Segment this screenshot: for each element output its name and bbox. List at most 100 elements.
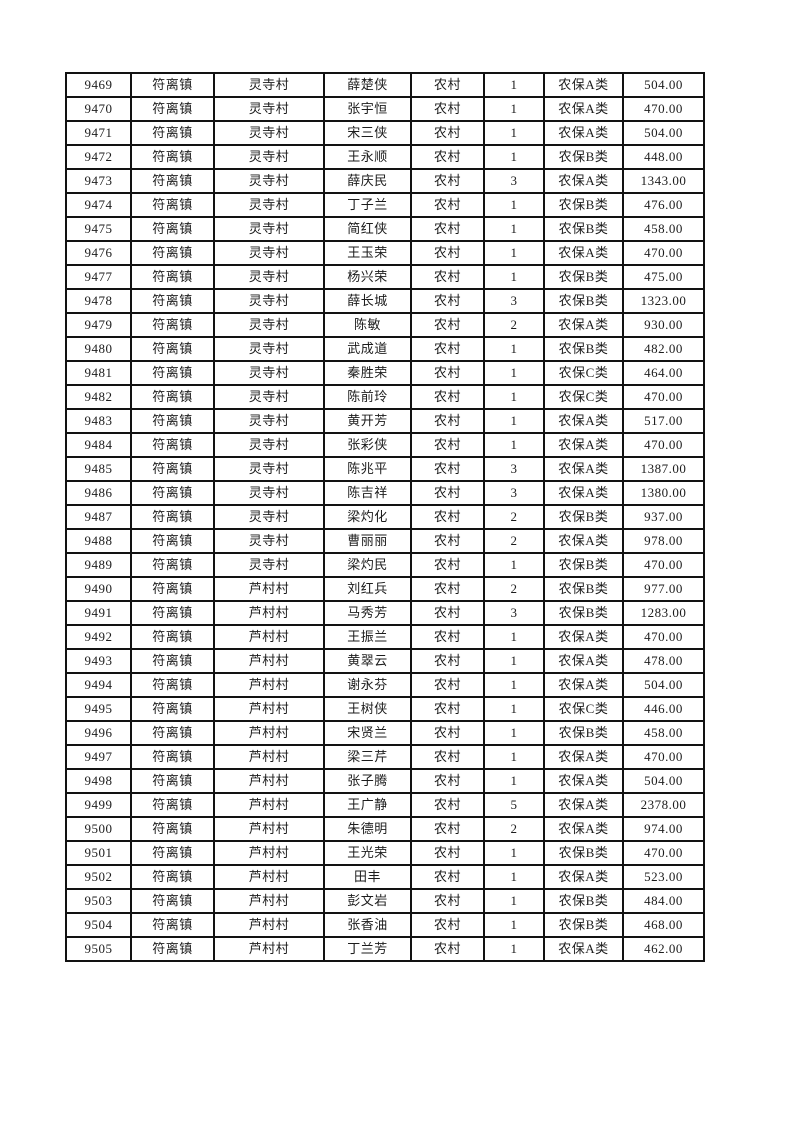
cell-id: 9477 — [65, 264, 132, 290]
table-row: 9490 符离镇 芦村村 刘红兵 农村 2 农保B类 977.00 — [65, 576, 705, 602]
cell-name: 梁灼化 — [323, 504, 412, 530]
cell-category: 农村 — [410, 528, 485, 554]
cell-village: 灵寺村 — [213, 360, 325, 386]
cell-insurance-type: 农保A类 — [543, 480, 624, 506]
table-row: 9486 符离镇 灵寺村 陈吉祥 农村 3 农保A类 1380.00 — [65, 480, 705, 506]
table-row: 9469 符离镇 灵寺村 薛楚侠 农村 1 农保A类 504.00 — [65, 72, 705, 98]
cell-category: 农村 — [410, 168, 485, 194]
cell-insurance-type: 农保B类 — [543, 552, 624, 578]
cell-name: 谢永芬 — [323, 672, 412, 698]
cell-count: 1 — [483, 240, 545, 266]
cell-count: 1 — [483, 96, 545, 122]
cell-name: 王玉荣 — [323, 240, 412, 266]
cell-amount: 517.00 — [622, 408, 705, 434]
cell-count: 1 — [483, 672, 545, 698]
cell-count: 1 — [483, 720, 545, 746]
cell-town: 符离镇 — [130, 552, 215, 578]
cell-category: 农村 — [410, 504, 485, 530]
cell-id: 9471 — [65, 120, 132, 146]
cell-town: 符离镇 — [130, 480, 215, 506]
table-row: 9474 符离镇 灵寺村 丁子兰 农村 1 农保B类 476.00 — [65, 192, 705, 218]
cell-count: 1 — [483, 768, 545, 794]
cell-village: 灵寺村 — [213, 456, 325, 482]
cell-village: 灵寺村 — [213, 504, 325, 530]
table-row: 9480 符离镇 灵寺村 武成道 农村 1 农保B类 482.00 — [65, 336, 705, 362]
cell-name: 薛长城 — [323, 288, 412, 314]
table-row: 9478 符离镇 灵寺村 薛长城 农村 3 农保B类 1323.00 — [65, 288, 705, 314]
cell-village: 灵寺村 — [213, 96, 325, 122]
cell-amount: 977.00 — [622, 576, 705, 602]
cell-name: 宋贤兰 — [323, 720, 412, 746]
cell-id: 9490 — [65, 576, 132, 602]
cell-category: 农村 — [410, 144, 485, 170]
cell-category: 农村 — [410, 72, 485, 98]
cell-village: 芦村村 — [213, 768, 325, 794]
cell-town: 符离镇 — [130, 888, 215, 914]
cell-amount: 978.00 — [622, 528, 705, 554]
cell-count: 2 — [483, 576, 545, 602]
cell-count: 1 — [483, 216, 545, 242]
table-row: 9477 符离镇 灵寺村 杨兴荣 农村 1 农保B类 475.00 — [65, 264, 705, 290]
cell-category: 农村 — [410, 816, 485, 842]
cell-name: 马秀芳 — [323, 600, 412, 626]
cell-count: 1 — [483, 888, 545, 914]
cell-amount: 446.00 — [622, 696, 705, 722]
cell-name: 朱德明 — [323, 816, 412, 842]
cell-village: 芦村村 — [213, 840, 325, 866]
cell-insurance-type: 农保A类 — [543, 120, 624, 146]
cell-count: 1 — [483, 384, 545, 410]
cell-town: 符离镇 — [130, 696, 215, 722]
cell-town: 符离镇 — [130, 720, 215, 746]
cell-town: 符离镇 — [130, 360, 215, 386]
cell-village: 灵寺村 — [213, 432, 325, 458]
cell-id: 9482 — [65, 384, 132, 410]
cell-id: 9494 — [65, 672, 132, 698]
cell-name: 梁灼民 — [323, 552, 412, 578]
cell-name: 王广静 — [323, 792, 412, 818]
cell-category: 农村 — [410, 888, 485, 914]
cell-category: 农村 — [410, 552, 485, 578]
cell-count: 3 — [483, 168, 545, 194]
table-row: 9502 符离镇 芦村村 田丰 农村 1 农保A类 523.00 — [65, 864, 705, 890]
cell-amount: 1323.00 — [622, 288, 705, 314]
cell-amount: 468.00 — [622, 912, 705, 938]
cell-town: 符离镇 — [130, 624, 215, 650]
cell-category: 农村 — [410, 600, 485, 626]
cell-count: 3 — [483, 480, 545, 506]
cell-village: 灵寺村 — [213, 240, 325, 266]
table-row: 9479 符离镇 灵寺村 陈敏 农村 2 农保A类 930.00 — [65, 312, 705, 338]
cell-category: 农村 — [410, 264, 485, 290]
cell-category: 农村 — [410, 120, 485, 146]
cell-count: 1 — [483, 648, 545, 674]
cell-count: 1 — [483, 432, 545, 458]
cell-amount: 937.00 — [622, 504, 705, 530]
cell-village: 灵寺村 — [213, 384, 325, 410]
cell-count: 3 — [483, 456, 545, 482]
cell-name: 张彩侠 — [323, 432, 412, 458]
table-row: 9491 符离镇 芦村村 马秀芳 农村 3 农保B类 1283.00 — [65, 600, 705, 626]
cell-id: 9470 — [65, 96, 132, 122]
cell-count: 1 — [483, 120, 545, 146]
cell-town: 符离镇 — [130, 456, 215, 482]
cell-count: 1 — [483, 912, 545, 938]
cell-amount: 470.00 — [622, 552, 705, 578]
cell-id: 9483 — [65, 408, 132, 434]
cell-id: 9504 — [65, 912, 132, 938]
table-row: 9485 符离镇 灵寺村 陈兆平 农村 3 农保A类 1387.00 — [65, 456, 705, 482]
cell-count: 1 — [483, 360, 545, 386]
cell-village: 灵寺村 — [213, 480, 325, 506]
cell-category: 农村 — [410, 240, 485, 266]
cell-category: 农村 — [410, 840, 485, 866]
cell-village: 芦村村 — [213, 648, 325, 674]
cell-id: 9502 — [65, 864, 132, 890]
cell-name: 武成道 — [323, 336, 412, 362]
cell-insurance-type: 农保B类 — [543, 264, 624, 290]
cell-insurance-type: 农保B类 — [543, 600, 624, 626]
cell-name: 薛楚侠 — [323, 72, 412, 98]
table-row: 9473 符离镇 灵寺村 薛庆民 农村 3 农保A类 1343.00 — [65, 168, 705, 194]
cell-village: 芦村村 — [213, 672, 325, 698]
cell-id: 9499 — [65, 792, 132, 818]
cell-insurance-type: 农保A类 — [543, 936, 624, 962]
cell-category: 农村 — [410, 768, 485, 794]
cell-category: 农村 — [410, 936, 485, 962]
